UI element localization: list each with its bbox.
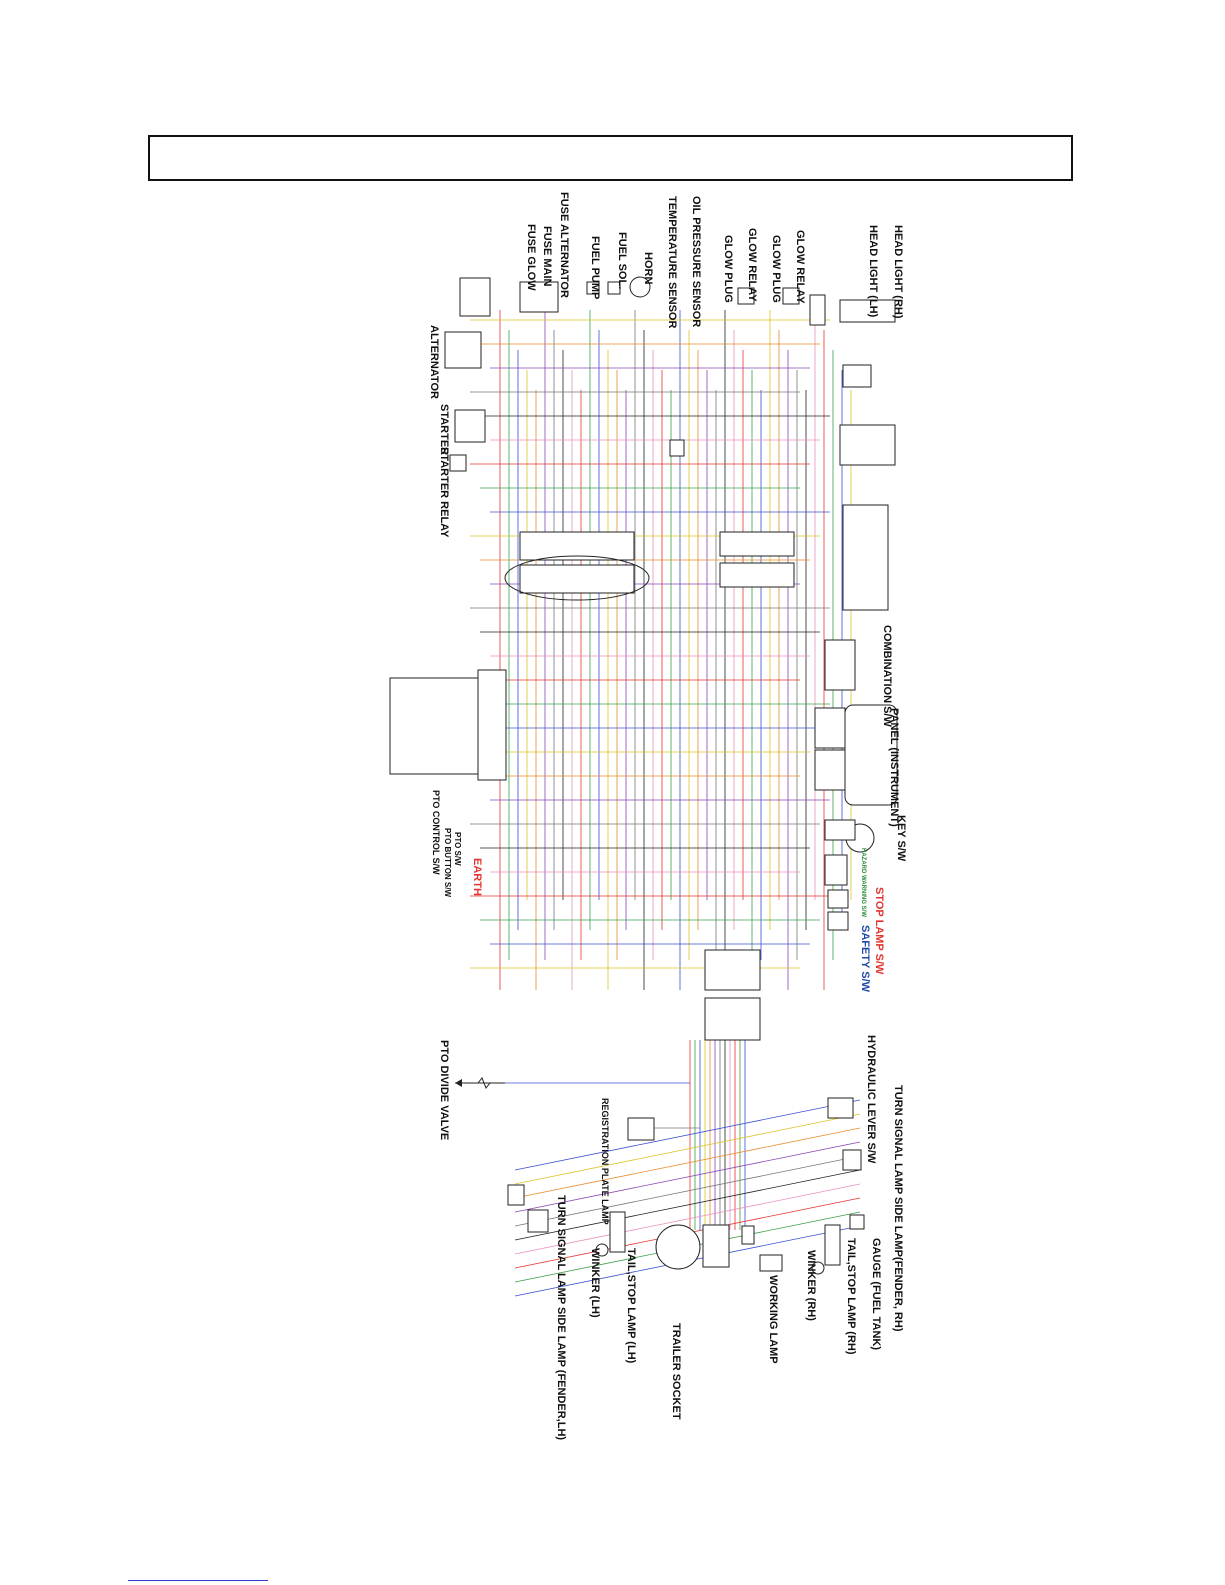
dash-connector-lower	[719, 562, 795, 588]
label-pto-button-sw: PTO BUTTON S/W	[443, 828, 452, 897]
label-earth: EARTH	[471, 858, 483, 896]
label-head-light-rh: HEAD LIGHT (RH)	[892, 225, 904, 319]
turn-signal-lh-connector	[507, 1184, 525, 1206]
label-pto-sw: PTO S/W	[453, 832, 462, 866]
turn-signal-lh-body	[527, 1209, 549, 1233]
engine-connector-lower	[519, 564, 635, 594]
title-box	[148, 135, 1073, 181]
rear-branch-wire	[514, 1169, 861, 1241]
label-pto-divide-valve: PTO DIVIDE VALVE	[438, 1040, 450, 1140]
rear-branch-wire	[514, 1127, 861, 1199]
label-starter-relay: STARTER RELAY	[438, 447, 450, 538]
label-turn-signal-rh: TURN SIGNAL LAMP SIDE LAMP(FENDER, RH)	[892, 1085, 904, 1332]
winker-rh-body	[811, 1261, 825, 1275]
rear-branch-wire	[514, 1155, 861, 1227]
label-trailer-socket: TRAILER SOCKET	[670, 1323, 682, 1420]
rear-branch-wire	[514, 1141, 861, 1213]
panel-connector-b	[814, 749, 846, 791]
label-pto-control-sw: PTO CONTROL S/W	[431, 790, 441, 875]
headlight-relay	[842, 364, 872, 388]
label-oil-pressure-sensor: OIL PRESSURE SENSOR	[690, 196, 702, 327]
fuel-pump-body	[586, 281, 600, 295]
label-fuse-main: FUSE MAIN	[541, 226, 553, 287]
label-working-lamp: WORKING LAMP	[767, 1275, 779, 1364]
label-panel-instrument: PANEL (INSTRUMENT)	[888, 708, 900, 827]
rear-branch-wire	[514, 1113, 861, 1185]
label-winker-lh: WINKER (LH)	[589, 1248, 601, 1318]
rear-branch-wire	[514, 1183, 861, 1255]
fuse-holders	[519, 281, 559, 313]
component-labels: HEAD LIGHT (RH) HEAD LIGHT (LH) GLOW REL…	[428, 192, 907, 1440]
label-glow-plug-2: GLOW PLUG	[722, 235, 734, 303]
hazard-switch-body	[824, 854, 848, 886]
label-turn-signal-lh: TURN SIGNAL LAMP SIDE LAMP (FENDER,LH)	[555, 1195, 567, 1440]
combination-switch-body	[824, 639, 856, 691]
panel-connector-a	[814, 707, 846, 749]
battery-body	[459, 277, 491, 317]
label-horn: HORN	[642, 252, 654, 284]
label-starter: STARTER	[438, 404, 450, 455]
connector-outline	[504, 555, 650, 601]
pto-control-unit	[477, 669, 507, 781]
hydraulic-lever-switch-body	[827, 1097, 854, 1119]
starter-body	[454, 409, 486, 443]
trailer-socket-body	[655, 1224, 701, 1270]
fuel-sol-body	[607, 281, 621, 295]
label-fuse-glow: FUSE GLOW	[525, 224, 537, 291]
fuse-box	[839, 424, 896, 466]
label-hazard-warning-sw: HAZARD WARNING S/W	[860, 848, 866, 917]
footer-rule	[128, 1580, 268, 1581]
headlight-lh-connector	[809, 294, 826, 326]
registration-plate-lamp-body	[627, 1117, 655, 1141]
control-unit-pin-list	[389, 677, 479, 775]
tail-stop-rh-body	[824, 1224, 841, 1266]
label-key-sw: KEY S/W	[895, 815, 907, 862]
dash-connector-upper	[719, 531, 795, 557]
label-registration-plate-lamp: REGISTRATION PLATE LAMP	[600, 1098, 610, 1225]
label-fuse-alternator: FUSE ALTERNATOR	[558, 192, 570, 298]
headlight-rh-connector	[839, 299, 896, 323]
label-head-light-lh: HEAD LIGHT (LH)	[867, 225, 879, 318]
label-alternator: ALTERNATOR	[428, 325, 440, 399]
label-glow-relay-2: GLOW RELAY	[746, 228, 758, 302]
rear-connector-upper	[704, 949, 761, 991]
label-glow-plug-1: GLOW PLUG	[770, 235, 782, 303]
label-tail-stop-lamp-rh: TAIL,STOP LAMP (RH)	[845, 1238, 857, 1355]
horn-body	[629, 276, 651, 298]
stop-lamp-switch-body	[827, 889, 849, 909]
tail-stop-lh-body	[609, 1211, 626, 1253]
key-switch-position-table	[842, 504, 889, 611]
label-tail-stop-lamp-lh: TAIL,STOP LAMP (LH)	[625, 1248, 637, 1364]
working-lamp-body	[759, 1254, 783, 1272]
label-hydraulic-lever-sw: HYDRAULIC LEVER S/W	[865, 1035, 877, 1164]
glow-relay-1-body	[782, 287, 800, 305]
label-gauge-fuel-tank: GAUGE (FUEL TANK)	[870, 1238, 882, 1350]
engine-connector-upper	[519, 531, 635, 561]
gauge-fuel-tank-body	[849, 1214, 865, 1230]
connectors	[389, 276, 898, 1275]
pto-divide-valve-symbol	[455, 1077, 505, 1089]
starter-relay-body	[449, 454, 467, 472]
label-stop-lamp-sw: STOP LAMP S/W	[873, 887, 885, 975]
key-switch-connector	[824, 819, 856, 841]
turn-signal-rh-body	[842, 1149, 862, 1171]
rear-connector-lower	[704, 997, 761, 1041]
inline-diode	[669, 439, 685, 457]
label-fuel-pump: FUEL PUMP	[589, 236, 601, 299]
working-lamp-connector	[741, 1225, 755, 1245]
label-fuel-sol: FUEL SOL.	[616, 232, 628, 289]
trailer-socket-connector	[702, 1224, 730, 1268]
label-temperature-sensor: TEMPERATURE SENSOR	[666, 196, 678, 328]
alternator-body	[444, 331, 482, 369]
glow-relay-2-body	[737, 287, 755, 305]
label-winker-rh: WINKER (RH)	[805, 1250, 817, 1321]
label-glow-relay-1: GLOW RELAY	[794, 230, 806, 304]
rear-branch-wire	[514, 1099, 861, 1171]
safety-switch-body	[827, 911, 849, 931]
label-safety-sw: SAFETY S/W	[859, 925, 871, 993]
winker-lh-body	[595, 1243, 609, 1257]
label-combination-sw: COMBINATION S/W	[881, 625, 893, 727]
wire-bundle	[470, 310, 861, 1297]
